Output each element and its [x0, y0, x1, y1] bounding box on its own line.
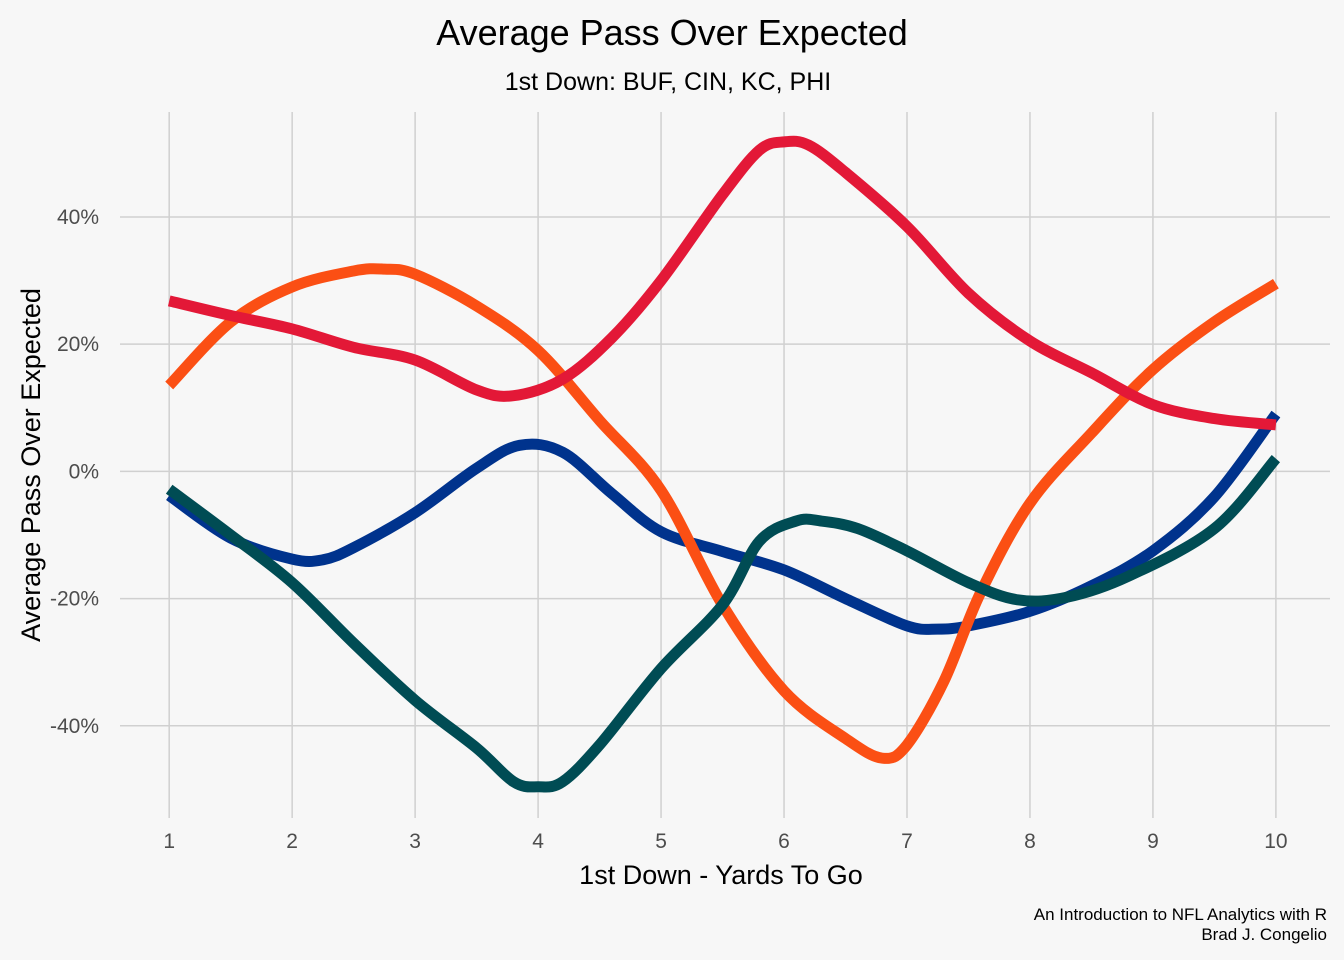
x-axis-title: 1st Down - Yards To Go: [579, 860, 863, 890]
x-tick-label: 8: [1024, 830, 1036, 853]
series-line-2: [165, 263, 1279, 764]
x-tick-label: 10: [1264, 830, 1287, 853]
x-axis-tick-labels: 1 2 3 4 5 6 7 8 9 10: [163, 830, 1287, 853]
series-line-4: [165, 454, 1281, 793]
x-tick-label: 1: [163, 830, 175, 853]
y-tick-label: 40%: [57, 206, 99, 229]
x-tick-label: 6: [778, 830, 790, 853]
caption-line-1: An Introduction to NFL Analytics with R: [1034, 905, 1327, 924]
x-tick-label: 2: [286, 830, 298, 853]
chart-subtitle: 1st Down: BUF, CIN, KC, PHI: [505, 68, 831, 96]
x-tick-label: 5: [655, 830, 667, 853]
horizontal-gridlines: [120, 216, 1330, 727]
x-tick-label: 3: [409, 830, 421, 853]
chart-title: Average Pass Over Expected: [436, 12, 908, 53]
x-tick-label: 4: [532, 830, 544, 853]
series-line-3: [167, 135, 1277, 431]
x-tick-label: 9: [1147, 830, 1159, 853]
y-tick-label: -20%: [50, 588, 99, 611]
y-axis-tick-labels: -40% -20% 0% 20% 40%: [50, 206, 99, 738]
y-tick-label: -40%: [50, 715, 99, 738]
x-tick-label: 7: [901, 830, 913, 853]
y-tick-label: 0%: [69, 460, 99, 483]
caption-line-2: Brad J. Congelio: [1201, 925, 1327, 944]
y-axis-title: Average Pass Over Expected: [16, 288, 46, 642]
y-tick-label: 20%: [57, 333, 99, 356]
data-series: [165, 135, 1281, 793]
